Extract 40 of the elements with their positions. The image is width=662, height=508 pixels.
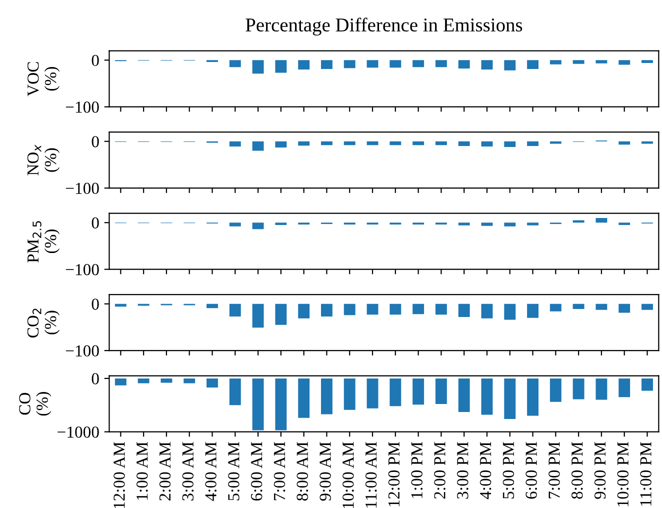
x-tick-label: 12:00 PM xyxy=(388,442,400,506)
y-axis-title: CO$_{2}$ (%) xyxy=(27,308,60,338)
x-tick-label: 8:00 AM xyxy=(296,442,308,501)
x-tick-label: 3:00 AM xyxy=(182,442,194,500)
y-tick-label: 0 xyxy=(92,298,99,310)
x-tick-label: 5:00 PM xyxy=(502,442,514,498)
x-tick-label: 1:00 AM xyxy=(136,442,148,500)
chart-title: Percentage Difference in Emissions xyxy=(246,18,522,36)
y-tick-label: 0 xyxy=(92,217,99,229)
x-tick-label: 7:00 AM xyxy=(274,442,286,500)
y-tick-label: −100 xyxy=(66,264,99,276)
x-tick-label: 7:00 PM xyxy=(548,442,560,498)
x-tick-label: 11:00 PM xyxy=(640,442,652,506)
x-tick-label: 9:00 PM xyxy=(594,442,606,499)
y-axis-title: VOC (%) xyxy=(28,62,60,96)
y-tick-label: 0 xyxy=(92,136,99,148)
y-axis-title: NO$_{x}$ (%) xyxy=(27,144,60,176)
x-tick-label: 6:00 PM xyxy=(526,442,538,499)
x-tick-label: 9:00 AM xyxy=(320,442,331,501)
x-tick-label: 4:00 AM xyxy=(205,442,216,501)
x-tick-label: 1:00 PM xyxy=(411,442,423,498)
x-tick-label: 12:00 AM xyxy=(114,442,125,508)
x-tick-label: 2:00 PM xyxy=(434,442,446,499)
x-tick-label: 10:00 PM xyxy=(617,442,629,506)
x-tick-label: 4:00 PM xyxy=(480,442,492,500)
y-tick-label: −1000 xyxy=(58,426,99,438)
y-tick-label: 0 xyxy=(92,54,99,66)
y-tick-label: −100 xyxy=(66,182,99,194)
x-tick-label: 2:00 AM xyxy=(159,442,171,501)
y-tick-label: −100 xyxy=(66,345,99,357)
x-tick-label: 6:00 AM xyxy=(250,442,262,501)
x-tick-label: 11:00 AM xyxy=(365,442,377,508)
y-axis-title: CO (%) xyxy=(19,392,52,416)
x-tick-label: 10:00 AM xyxy=(342,442,354,508)
y-tick-label: 0 xyxy=(92,373,99,384)
x-tick-label: 8:00 PM xyxy=(571,442,583,499)
y-axis-title: PM$_{2.5}$ (%) xyxy=(28,221,60,262)
x-tick-label: 5:00 AM xyxy=(228,442,240,500)
x-tick-label: 3:00 PM xyxy=(457,442,468,499)
y-tick-label: −100 xyxy=(66,102,99,113)
